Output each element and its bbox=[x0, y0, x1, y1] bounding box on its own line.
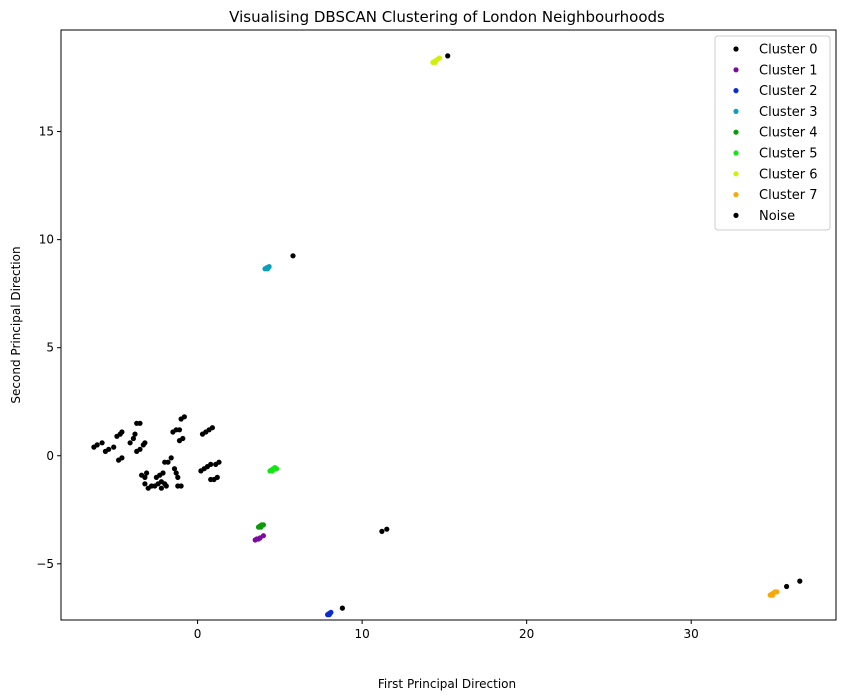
y-tick-label-1: 0 bbox=[46, 449, 54, 463]
point-6-4 bbox=[436, 55, 443, 61]
point-1-4 bbox=[260, 533, 266, 539]
point-8-0 bbox=[290, 253, 296, 259]
point-6-5 bbox=[432, 59, 438, 65]
point-3-4 bbox=[264, 266, 271, 272]
x-tick-label-1: 10 bbox=[354, 627, 369, 641]
legend-marker-0 bbox=[733, 46, 739, 52]
x-axis-ticks: 0 10 20 30 bbox=[194, 620, 699, 641]
point-0-34 bbox=[163, 483, 169, 489]
point-0-19 bbox=[142, 440, 148, 446]
legend-box bbox=[714, 35, 831, 231]
chart-title: Visualising DBSCAN Clustering of London … bbox=[229, 8, 665, 26]
point-8-6 bbox=[797, 578, 803, 584]
point-0-41 bbox=[173, 470, 179, 476]
point-0-47 bbox=[180, 435, 186, 442]
point-7-5 bbox=[770, 592, 776, 598]
point-0-5 bbox=[111, 444, 117, 450]
legend-label-8: Noise bbox=[759, 209, 795, 224]
point-0-4 bbox=[106, 446, 112, 452]
point-0-43 bbox=[171, 466, 178, 472]
point-5-5 bbox=[269, 468, 275, 474]
legend-label-2: Cluster 2 bbox=[759, 84, 818, 99]
point-0-22 bbox=[144, 470, 150, 476]
legend-label-1: Cluster 1 bbox=[759, 63, 818, 78]
point-0-1 bbox=[94, 442, 100, 448]
x-axis-label: First Principal Direction bbox=[378, 677, 516, 691]
x-tick-label-3: 30 bbox=[684, 627, 699, 641]
point-0-61 bbox=[214, 474, 220, 480]
y-axis-ticks: −5 0 5 10 15 bbox=[36, 125, 61, 571]
point-0-11 bbox=[127, 440, 133, 446]
legend-marker-5 bbox=[733, 150, 739, 156]
legend-marker-7 bbox=[733, 192, 739, 198]
legend-label-5: Cluster 5 bbox=[759, 147, 818, 162]
point-0-2 bbox=[99, 440, 105, 446]
point-0-42 bbox=[175, 474, 181, 480]
point-8-5 bbox=[784, 583, 790, 590]
point-0-36 bbox=[165, 459, 171, 465]
point-0-32 bbox=[158, 485, 164, 491]
legend-marker-2 bbox=[733, 88, 739, 94]
point-0-12 bbox=[130, 435, 136, 442]
legend-marker-4 bbox=[733, 129, 739, 135]
point-5-4 bbox=[274, 466, 280, 472]
y-tick-label-2: 5 bbox=[46, 341, 54, 355]
point-0-8 bbox=[119, 429, 125, 435]
point-0-37 bbox=[168, 455, 174, 461]
legend-label-0: Cluster 0 bbox=[759, 43, 818, 58]
legend-marker-1 bbox=[733, 67, 739, 73]
legend-marker-8 bbox=[733, 212, 739, 218]
y-axis-label: Second Principal Direction bbox=[9, 246, 23, 403]
point-0-40 bbox=[176, 427, 183, 433]
point-8-4 bbox=[339, 605, 345, 611]
point-8-1 bbox=[445, 53, 451, 59]
point-0-21 bbox=[142, 474, 148, 480]
points-layer bbox=[91, 53, 803, 618]
legend: Cluster 0 Cluster 1 Cluster 2 Cluster 3 Clus… bbox=[714, 35, 831, 231]
legend-label-6: Cluster 6 bbox=[759, 167, 818, 182]
point-8-3 bbox=[384, 526, 390, 532]
point-0-31 bbox=[160, 470, 166, 476]
y-tick-label-3: 10 bbox=[39, 233, 54, 247]
legend-label-4: Cluster 4 bbox=[759, 126, 818, 141]
plot-area bbox=[60, 29, 837, 621]
point-4-4 bbox=[258, 524, 264, 530]
point-0-13 bbox=[132, 431, 138, 437]
point-0-58 bbox=[209, 425, 215, 431]
legend-marker-6 bbox=[733, 171, 739, 177]
point-0-62 bbox=[216, 459, 222, 465]
y-tick-label-4: 15 bbox=[39, 125, 54, 139]
point-7-4 bbox=[774, 589, 780, 595]
point-0-15 bbox=[137, 420, 143, 426]
point-8-2 bbox=[379, 528, 385, 535]
legend-label-3: Cluster 3 bbox=[759, 105, 818, 120]
point-0-23 bbox=[142, 481, 148, 487]
x-tick-label-0: 0 bbox=[194, 627, 202, 641]
y-tick-label-0: −5 bbox=[36, 557, 54, 571]
legend-marker-3 bbox=[733, 108, 739, 114]
point-2-4 bbox=[326, 612, 332, 618]
point-0-17 bbox=[137, 446, 143, 452]
point-0-10 bbox=[119, 455, 125, 461]
point-0-45 bbox=[178, 483, 184, 489]
legend-label-7: Cluster 7 bbox=[759, 188, 818, 203]
point-0-53 bbox=[208, 461, 214, 467]
x-tick-label-2: 20 bbox=[519, 627, 534, 641]
point-0-49 bbox=[181, 414, 187, 420]
